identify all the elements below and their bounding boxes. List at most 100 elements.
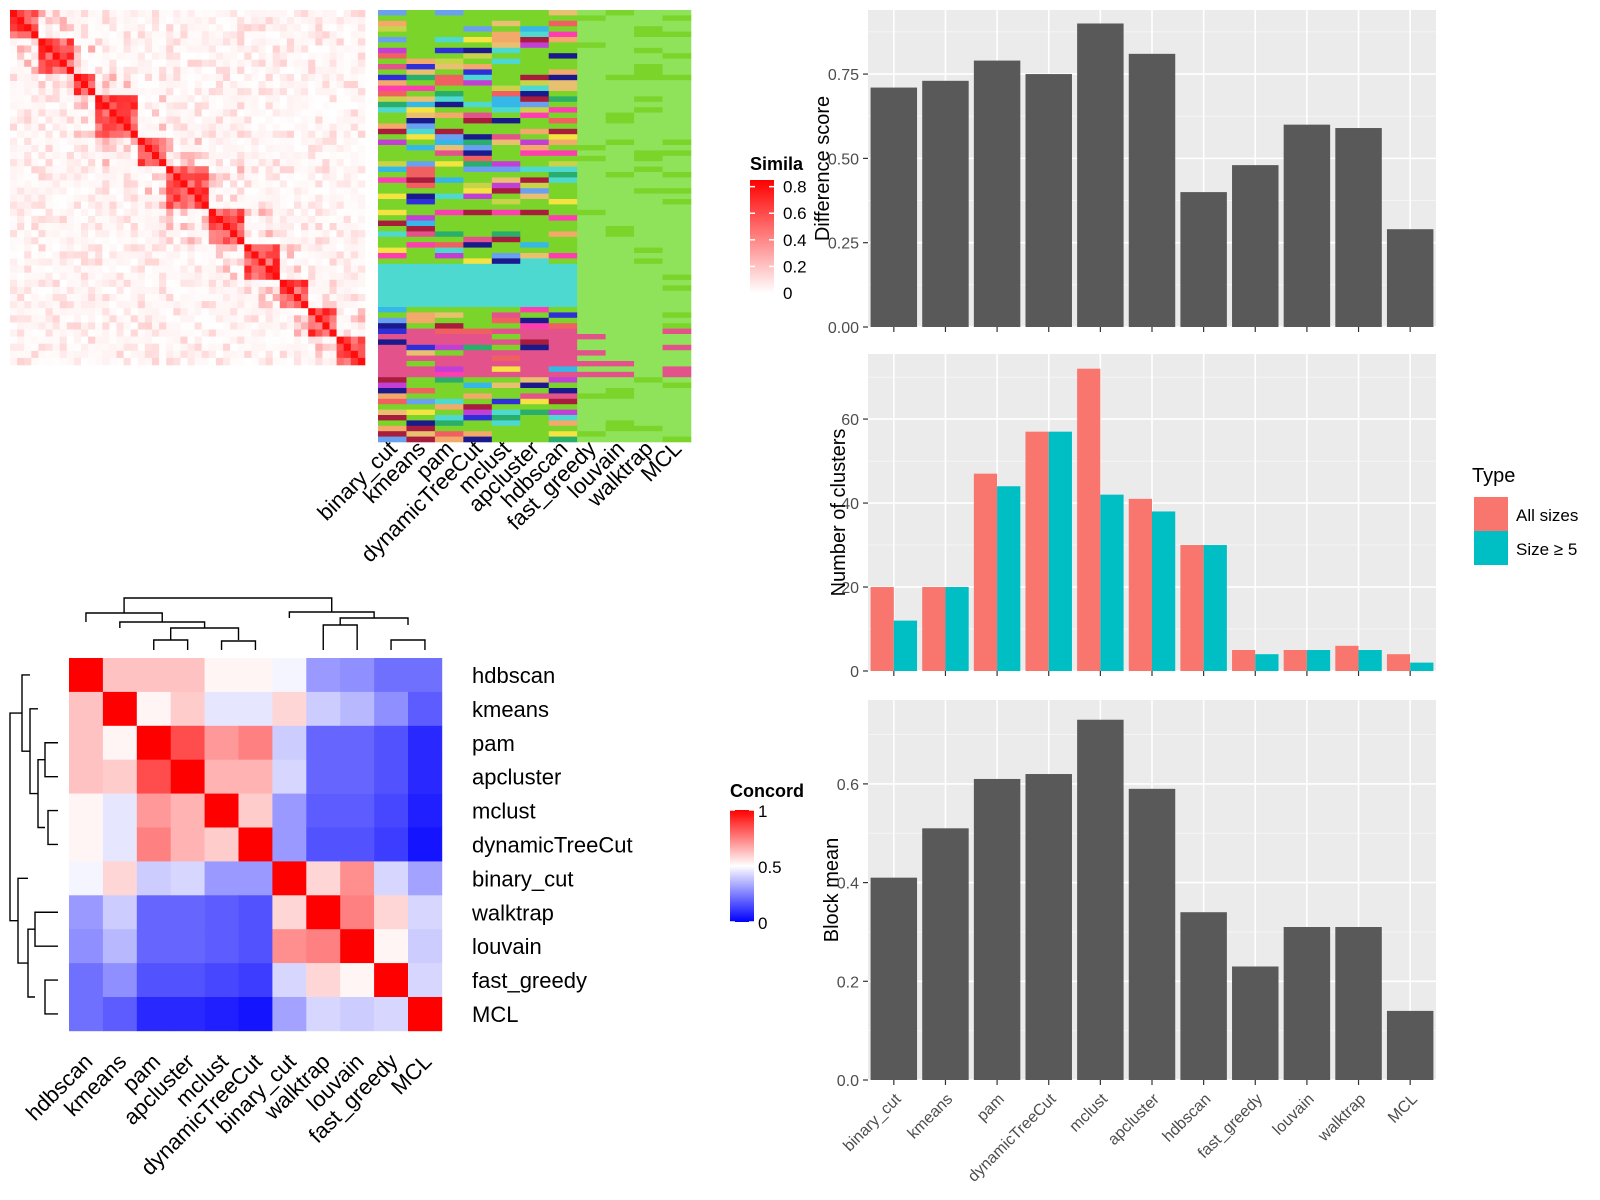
similarity-cell [223,116,231,124]
similarity-cell [45,144,53,153]
similarity-cell [152,187,160,195]
dendrogram-branch [119,621,206,628]
similarity-cell [59,152,68,160]
similarity-cell [17,286,25,295]
cluster-cell [406,15,436,22]
similarity-cell [294,265,302,273]
similarity-cell [24,17,32,25]
similarity-cell [109,272,117,281]
similarity-cell [336,95,344,103]
concordance-cell [204,929,239,964]
bar-size-ge5 [1100,494,1124,671]
similarity-cell [81,45,89,53]
similarity-cell [52,109,60,117]
cluster-cell [520,155,550,162]
dendrogram-branch [44,742,58,778]
cluster-cell [662,26,692,32]
similarity-cell [102,357,110,366]
similarity-cell [294,279,302,288]
similarity-cell [137,223,146,231]
similarity-cell [223,10,231,18]
similarity-cell [73,301,82,309]
cluster-cell [434,101,464,108]
similarity-cell [194,357,202,366]
x-tick-label: pam [974,1091,1008,1125]
cluster-cell [463,317,493,324]
similarity-cell [286,223,295,231]
similarity-cell [208,10,217,18]
similarity-cell [336,10,344,18]
similarity-cell [88,244,96,252]
similarity-cell [336,237,344,245]
similarity-cell [17,102,25,110]
cluster-cell [406,96,436,103]
similarity-cell [329,31,337,39]
similarity-cell [95,17,103,25]
similarity-cell [230,187,238,195]
cluster-cell [406,177,436,184]
similarity-cell [258,10,266,18]
cluster-cell [406,69,436,76]
similarity-cell [73,52,82,60]
similarity-cell [244,244,252,252]
similarity-cell [286,159,295,167]
similarity-cell [166,95,174,103]
similarity-cell [301,166,309,174]
similarity-cell [144,102,153,110]
cluster-cell [577,231,606,238]
cluster-cell [548,188,578,194]
cluster-cell [378,388,407,394]
similarity-cell [166,31,174,39]
cluster-cell [634,177,663,184]
similarity-cell [88,159,96,167]
concordance-cell [136,895,171,930]
bar-size-ge5 [1358,650,1382,671]
similarity-cell [258,286,266,295]
similarity-cell [294,294,302,302]
similarity-cell [38,350,46,359]
cluster-cell [434,371,464,378]
cluster-cell [548,107,578,113]
concordance-cell [204,997,239,1032]
similarity-cell [24,130,32,139]
similarity-cell [17,315,25,323]
cluster-cell [520,215,550,221]
similarity-cell [102,52,110,60]
similarity-cell [301,180,309,188]
similarity-cell [59,265,68,273]
similarity-cell [322,343,330,352]
cluster-cell [434,26,464,32]
cluster-cell [463,10,493,16]
cluster-cell [406,80,436,86]
cluster-cell [491,301,521,308]
cluster-cell [634,334,663,340]
similarity-cell [73,294,82,302]
similarity-cell [45,329,53,337]
cluster-cell [662,371,692,378]
cluster-cell [548,328,578,335]
cluster-cell [577,339,606,346]
similarity-cell [59,95,68,103]
similarity-cell [144,308,153,316]
similarity-cell [258,59,266,68]
similarity-cell [286,329,295,337]
similarity-cell [315,322,323,330]
dendrogram-branch [47,809,58,846]
cluster-cell [378,296,407,302]
cluster-cell [378,226,407,232]
similarity-cell [258,24,266,32]
similarity-cell [123,258,131,266]
similarity-cell [130,116,139,124]
cluster-cell [548,280,578,286]
similarity-cell [194,230,202,238]
similarity-cell [66,286,75,295]
cluster-cell [520,285,550,292]
cluster-cell [406,42,436,49]
cluster-cell [634,296,663,302]
similarity-cell [237,329,245,337]
similarity-cell [251,10,259,18]
concordance-cell [136,861,171,896]
similarity-cell [265,88,273,96]
cluster-cell [634,388,663,394]
